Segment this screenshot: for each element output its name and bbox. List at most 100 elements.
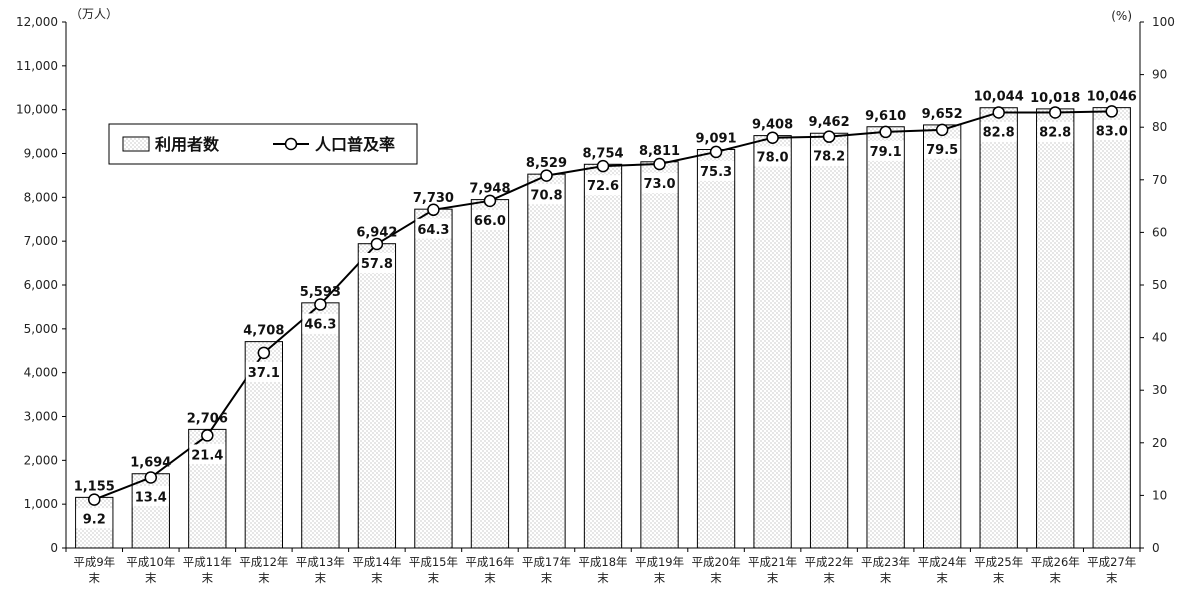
bar-value-label: 9,610: [865, 109, 906, 124]
bar-value-label: 10,018: [1030, 91, 1080, 106]
x-tick-label-line2: 末: [258, 571, 270, 585]
x-tick-label: 平成15年: [409, 555, 458, 569]
right-tick-label: 100: [1152, 15, 1175, 29]
x-tick-label-line2: 末: [823, 571, 835, 585]
x-tick-label-line2: 末: [371, 571, 383, 585]
rate-label-box: [132, 486, 169, 507]
x-tick-label: 平成21年: [748, 555, 797, 569]
rate-label-box: [189, 444, 226, 465]
rate-label-box: [415, 218, 452, 239]
bar-11: [696, 149, 736, 549]
x-tick-label: 平成23年: [861, 555, 910, 569]
right-tick-label: 10: [1152, 488, 1167, 502]
rate-label-box: [76, 508, 113, 529]
rate-label-box: [358, 252, 395, 273]
right-tick-label: 80: [1152, 120, 1167, 134]
rate-value-label: 66.0: [474, 214, 506, 229]
bar-value-label: 6,942: [356, 226, 397, 241]
rate-label-box: [528, 184, 565, 205]
rate-value-label: 72.6: [587, 179, 619, 194]
right-tick-label: 50: [1152, 278, 1167, 292]
x-tick-label-line2: 末: [315, 571, 327, 585]
bar-9: [583, 163, 623, 549]
x-tick-label-line2: 末: [1106, 571, 1118, 585]
x-tick-label-line2: 末: [880, 571, 892, 585]
legend-line-marker: [284, 137, 298, 151]
legend-bar-label: 利用者数: [155, 135, 220, 154]
bar-6: [414, 208, 453, 549]
rate-label-box: [754, 146, 791, 167]
x-tick-label: 平成25年: [974, 555, 1023, 569]
right-axis-unit: (%): [1111, 9, 1132, 23]
bar-4: [301, 302, 340, 549]
rate-value-label: 70.8: [530, 189, 562, 204]
bar-value-label: 7,730: [413, 191, 454, 206]
rate-label-box: [1037, 121, 1074, 142]
x-tick-label-line2: 末: [145, 571, 157, 585]
rate-label-box: [867, 140, 904, 161]
rate-label-box: [585, 175, 621, 196]
x-tick-label-line2: 末: [767, 571, 779, 585]
left-tick-label: 0: [50, 541, 58, 555]
left-tick-label: 12,000: [16, 15, 58, 29]
bar-17: [1036, 108, 1075, 549]
left-tick-label: 2,000: [24, 453, 58, 467]
x-tick-label-line2: 末: [993, 571, 1005, 585]
rate-value-label: 46.3: [304, 317, 336, 332]
rate-point-11: [709, 145, 723, 159]
x-tick-label-line2: 末: [597, 571, 609, 585]
x-tick-label-line2: 末: [936, 571, 948, 585]
x-tick-label: 平成17年: [522, 555, 571, 569]
rate-point-18: [1105, 105, 1118, 118]
rate-value-label: 13.4: [135, 491, 167, 506]
rate-label-box: [811, 145, 848, 166]
bar-16: [979, 107, 1018, 549]
rate-value-label: 79.1: [870, 145, 902, 160]
right-tick-label: 70: [1152, 173, 1167, 187]
left-tick-label: 3,000: [24, 410, 58, 424]
left-tick-label: 6,000: [24, 278, 58, 292]
rate-point-0: [88, 493, 101, 506]
rate-value-label: 78.2: [813, 150, 845, 165]
rate-point-3: [257, 346, 271, 360]
x-tick-label-line2: 末: [89, 571, 101, 585]
bar-value-label: 8,529: [526, 156, 567, 171]
rate-point-2: [201, 429, 214, 442]
rate-point-6: [427, 203, 440, 217]
x-tick-label: 平成24年: [918, 555, 967, 569]
rate-label-box: [698, 160, 735, 181]
rate-label-box: [471, 209, 508, 230]
right-tick-label: 30: [1152, 383, 1167, 397]
rate-value-label: 57.8: [361, 257, 393, 272]
bar-value-label: 9,408: [752, 118, 793, 133]
rate-point-15: [935, 123, 949, 137]
rate-value-label: 9.2: [83, 513, 106, 528]
x-tick-label-line2: 末: [541, 571, 553, 585]
x-tick-label: 平成14年: [352, 555, 401, 569]
rate-point-14: [879, 125, 892, 139]
x-tick-label-line2: 末: [654, 571, 666, 585]
bar-13: [809, 132, 849, 549]
x-tick-label-line2: 末: [484, 571, 496, 585]
bar-18: [1092, 107, 1131, 549]
x-tick-label: 平成10年: [126, 555, 175, 569]
bar-value-label: 5,593: [300, 285, 341, 300]
bar-7: [470, 199, 510, 549]
bar-value-label: 10,044: [974, 90, 1024, 105]
rate-value-label: 37.1: [248, 366, 280, 381]
left-tick-label: 10,000: [16, 103, 58, 117]
rate-point-4: [314, 298, 327, 311]
rate-value-label: 73.0: [643, 177, 675, 192]
rate-label-box: [980, 121, 1017, 142]
bar-value-label: 2,706: [187, 411, 228, 426]
left-tick-label: 8,000: [24, 190, 58, 204]
left-tick-label: 4,000: [24, 366, 58, 380]
rate-point-10: [653, 157, 666, 171]
bar-value-label: 10,046: [1087, 90, 1137, 105]
x-tick-label: 平成13年: [296, 555, 345, 569]
x-tick-label-line2: 末: [710, 571, 722, 585]
rate-point-17: [1048, 106, 1062, 119]
rate-value-label: 82.8: [983, 125, 1015, 140]
